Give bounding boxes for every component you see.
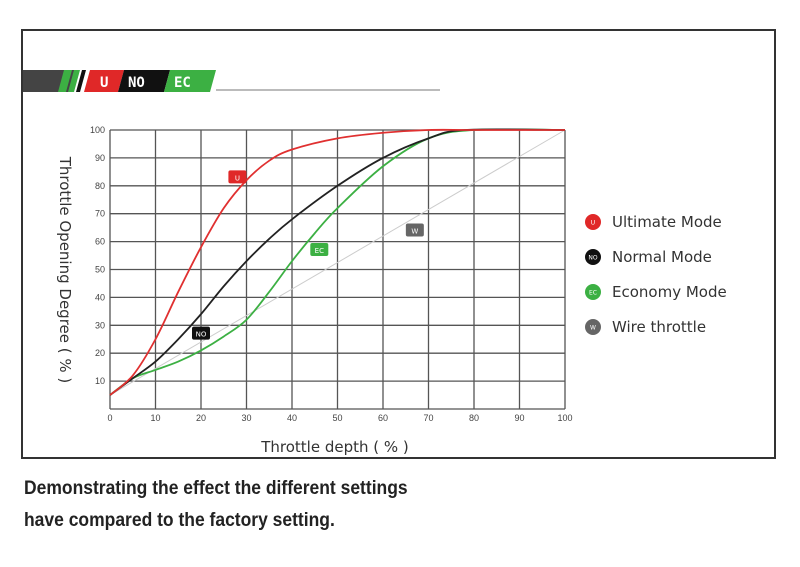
legend-marker-icon xyxy=(585,319,601,335)
y-tick-label: 40 xyxy=(95,292,105,302)
y-tick-label: 100 xyxy=(90,125,105,135)
legend-marker-icon xyxy=(585,284,601,300)
series-tag-box xyxy=(192,326,210,340)
x-tick-label: 50 xyxy=(332,413,342,423)
legend-item-u: U Ultimate Mode xyxy=(585,213,722,231)
series-tag-box xyxy=(228,170,247,184)
x-tick-label: 80 xyxy=(469,413,479,423)
y-tick-label: 90 xyxy=(95,153,105,163)
caption-line-2: have compared to the factory setting. xyxy=(24,510,335,531)
x-tick-label: 40 xyxy=(287,413,297,423)
legend-label: Wire throttle xyxy=(612,318,706,336)
series-tag-text: W xyxy=(411,227,418,235)
grid xyxy=(109,129,566,410)
series-tag-box xyxy=(310,242,329,256)
legend-marker-tag: EC xyxy=(589,290,597,297)
x-ticks: 0 10 20 30 40 50 60 70 80 90 100 xyxy=(107,413,572,423)
x-tick-label: 30 xyxy=(241,413,251,423)
series-tag-u: U xyxy=(228,170,247,184)
x-tick-label: 100 xyxy=(557,413,572,423)
x-tick-label: 0 xyxy=(107,413,112,423)
legend-marker-icon xyxy=(585,249,601,265)
legend-item-w: W Wire throttle xyxy=(585,318,706,336)
y-tick-label: 20 xyxy=(95,348,105,358)
legend-item-ec: EC Economy Mode xyxy=(585,283,727,301)
series-tag-text: NO xyxy=(196,331,207,339)
banner-u: U xyxy=(100,75,108,91)
y-tick-label: 80 xyxy=(95,181,105,191)
y-ticks: 10 20 30 40 50 60 70 80 90 100 xyxy=(90,125,105,386)
y-tick-label: 60 xyxy=(95,237,105,247)
mode-banner: U NO EC xyxy=(23,70,440,92)
x-axis-label: Throttle depth ( % ) xyxy=(260,438,409,456)
legend-marker-tag: U xyxy=(591,220,595,227)
x-tick-label: 90 xyxy=(514,413,524,423)
series-tag-text: EC xyxy=(315,247,324,255)
series-tags: U NO EC W xyxy=(192,170,424,340)
legend-label: Normal Mode xyxy=(612,248,712,266)
legend-item-no: NO Normal Mode xyxy=(585,248,712,266)
chart-frame xyxy=(21,29,776,459)
x-tick-label: 20 xyxy=(196,413,206,423)
y-axis-label: Throttle Opening Degree ( % ) xyxy=(56,156,74,384)
legend: U Ultimate Mode NO Normal Mode EC Economy Mod… xyxy=(585,213,727,336)
legend-label: Economy Mode xyxy=(612,283,727,301)
series-tag-box xyxy=(405,223,424,237)
y-tick-label: 30 xyxy=(95,320,105,330)
legend-marker-tag: W xyxy=(590,325,596,332)
banner-ec: EC xyxy=(174,75,191,91)
series-tag-ec: EC xyxy=(310,242,329,256)
legend-marker-tag: NO xyxy=(588,255,597,262)
x-tick-label: 60 xyxy=(378,413,388,423)
x-tick-label: 70 xyxy=(423,413,433,423)
series-tag-w: W xyxy=(405,223,424,237)
series-lines xyxy=(109,128,566,396)
series-tag-text: U xyxy=(235,174,240,182)
banner-no: NO xyxy=(128,75,145,91)
y-tick-label: 70 xyxy=(95,209,105,219)
y-tick-label: 50 xyxy=(95,265,105,275)
series-line-no xyxy=(109,128,566,396)
y-tick-label: 10 xyxy=(95,376,105,386)
legend-label: Ultimate Mode xyxy=(612,213,722,231)
series-line-u xyxy=(109,128,565,396)
series-tag-no: NO xyxy=(192,326,210,340)
x-tick-label: 10 xyxy=(150,413,160,423)
caption-line-1: Demonstrating the effect the different s… xyxy=(24,478,408,499)
legend-marker-icon xyxy=(585,214,601,230)
